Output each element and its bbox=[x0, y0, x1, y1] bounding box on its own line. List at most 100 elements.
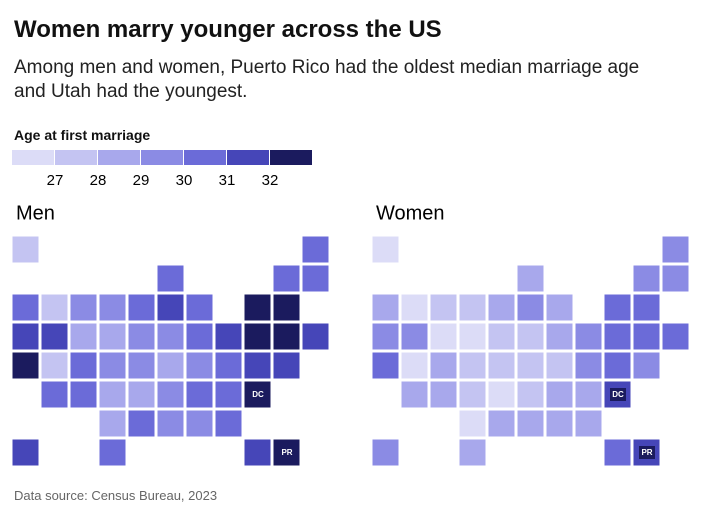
legend-title: Age at first marriage bbox=[14, 127, 151, 143]
state bbox=[243, 322, 272, 351]
state bbox=[487, 380, 516, 409]
callout-label: DC bbox=[252, 390, 264, 399]
state bbox=[516, 322, 545, 351]
state bbox=[98, 438, 127, 467]
state bbox=[487, 322, 516, 351]
state bbox=[272, 322, 301, 351]
state bbox=[545, 322, 574, 351]
state bbox=[127, 322, 156, 351]
state bbox=[574, 322, 603, 351]
state bbox=[185, 322, 214, 351]
state bbox=[98, 322, 127, 351]
state bbox=[69, 380, 98, 409]
state bbox=[156, 293, 185, 322]
state bbox=[11, 322, 40, 351]
state bbox=[11, 235, 40, 264]
callout-box bbox=[610, 388, 626, 401]
state bbox=[400, 322, 429, 351]
state bbox=[11, 293, 40, 322]
state bbox=[156, 322, 185, 351]
legend-tick-label: 29 bbox=[133, 172, 150, 189]
callout-label: PR bbox=[281, 448, 292, 457]
state bbox=[127, 409, 156, 438]
state bbox=[516, 293, 545, 322]
state bbox=[574, 380, 603, 409]
state bbox=[11, 438, 40, 467]
state bbox=[185, 409, 214, 438]
state bbox=[574, 351, 603, 380]
state bbox=[429, 380, 458, 409]
state bbox=[661, 264, 690, 293]
state bbox=[371, 235, 400, 264]
legend-swatch bbox=[184, 150, 226, 165]
legend-tick-label: 30 bbox=[176, 172, 193, 189]
legend-tick-label: 32 bbox=[262, 172, 279, 189]
state bbox=[185, 380, 214, 409]
state bbox=[458, 438, 487, 467]
callout-box bbox=[250, 388, 266, 401]
state bbox=[98, 351, 127, 380]
state bbox=[243, 351, 272, 380]
state bbox=[371, 293, 400, 322]
callout-label: DC bbox=[612, 390, 624, 399]
state bbox=[156, 351, 185, 380]
state bbox=[156, 264, 185, 293]
state bbox=[516, 409, 545, 438]
state bbox=[98, 409, 127, 438]
state bbox=[214, 409, 243, 438]
state bbox=[603, 322, 632, 351]
state bbox=[40, 293, 69, 322]
state bbox=[127, 380, 156, 409]
state bbox=[272, 351, 301, 380]
state bbox=[371, 351, 400, 380]
state bbox=[127, 293, 156, 322]
state bbox=[429, 351, 458, 380]
legend-swatch bbox=[55, 150, 97, 165]
state bbox=[603, 438, 632, 467]
legend-tick-label: 31 bbox=[219, 172, 236, 189]
state bbox=[214, 322, 243, 351]
map-title: Men bbox=[16, 202, 55, 224]
state bbox=[458, 351, 487, 380]
state bbox=[545, 380, 574, 409]
state bbox=[69, 322, 98, 351]
legend-tick-label: 28 bbox=[90, 172, 107, 189]
state bbox=[545, 293, 574, 322]
state bbox=[301, 322, 330, 351]
state bbox=[11, 351, 40, 380]
state bbox=[301, 235, 330, 264]
state bbox=[632, 351, 661, 380]
map-title: Women bbox=[376, 202, 445, 224]
state bbox=[545, 409, 574, 438]
state bbox=[661, 322, 690, 351]
state bbox=[458, 409, 487, 438]
state bbox=[185, 351, 214, 380]
legend-swatch bbox=[141, 150, 183, 165]
legend-swatch bbox=[227, 150, 269, 165]
state bbox=[458, 380, 487, 409]
state bbox=[98, 380, 127, 409]
state bbox=[429, 322, 458, 351]
callout-box bbox=[279, 446, 295, 459]
state bbox=[400, 380, 429, 409]
state bbox=[156, 409, 185, 438]
state bbox=[516, 351, 545, 380]
legend-swatch bbox=[12, 150, 54, 165]
legend-swatch bbox=[270, 150, 312, 165]
state bbox=[243, 293, 272, 322]
state bbox=[429, 293, 458, 322]
state bbox=[40, 322, 69, 351]
state bbox=[603, 351, 632, 380]
state bbox=[545, 351, 574, 380]
state bbox=[69, 351, 98, 380]
state bbox=[458, 322, 487, 351]
state bbox=[127, 351, 156, 380]
state bbox=[661, 235, 690, 264]
legend-tick-label: 27 bbox=[47, 172, 64, 189]
state bbox=[632, 264, 661, 293]
state bbox=[516, 380, 545, 409]
state bbox=[632, 322, 661, 351]
state bbox=[487, 351, 516, 380]
state bbox=[272, 264, 301, 293]
